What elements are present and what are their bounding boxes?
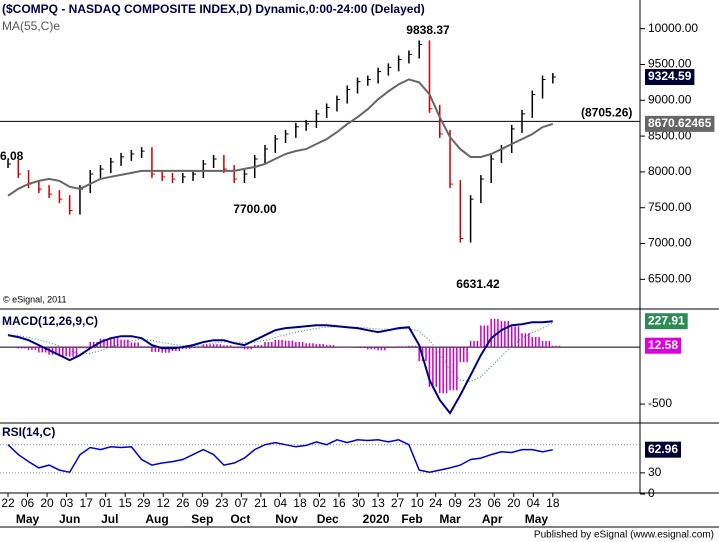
annotation: 6631.42 [456,277,500,291]
month-label: Apr [482,512,503,526]
footer: Published by eSignal (www.esignal.com) [534,530,714,541]
month-label: Oct [230,512,250,526]
value-box-label: 9324.59 [648,69,692,83]
x-tick-label: 02 [313,496,327,510]
x-tick-label: 04 [527,496,541,510]
value-box-label: 227.91 [648,313,685,327]
annotation: 7700.00 [233,202,277,216]
x-tick-label: 20 [40,496,54,510]
value-box [645,441,682,458]
x-tick-label: 17 [79,496,93,510]
x-tick-label: 27 [391,496,405,510]
panel-title: RSI(14,C) [2,425,55,439]
month-label: Nov [275,512,298,526]
credit: © eSignal, 2011 [3,294,67,304]
y-tick-label: 9500.00 [648,57,692,71]
y-tick-label: 8000.00 [648,164,692,178]
x-tick-label: 18 [293,496,307,510]
y-tick-label: 7000.00 [648,236,692,250]
x-tick-label: 10 [410,496,424,510]
x-tick-label: 13 [371,496,385,510]
chart-title: ($COMPQ - NASDAQ COMPOSITE INDEX,D) Dyna… [2,2,425,16]
month-label: Dec [317,512,339,526]
y-tick-label: -500 [648,396,672,410]
value-box [645,337,682,354]
y-tick-label: 0 [648,486,655,500]
month-label: Jul [101,512,118,526]
x-tick-label: 09 [449,496,463,510]
x-tick-label: 26 [176,496,190,510]
value-box [645,69,695,86]
month-label: Jun [59,512,80,526]
value-box [645,313,688,330]
month-label: Aug [145,512,168,526]
x-tick-label: 21 [254,496,268,510]
x-tick-label: 20 [507,496,521,510]
x-tick-label: 23 [468,496,482,510]
macd-line [7,320,553,415]
x-tick-label: 23 [215,496,229,510]
value-box [645,115,715,132]
value-box-label: 8670.62465 [648,116,712,130]
x-tick-label: 24 [429,496,443,510]
x-tick-label: 04 [274,496,288,510]
ma-label: MA(55,C)e [2,19,60,33]
x-tick-label: 12 [157,496,171,510]
y-tick-label: 6500.00 [648,272,692,286]
month-label: May [525,512,549,526]
x-tick-label: 29 [137,496,151,510]
y-tick-label: 7500.00 [648,200,692,214]
month-label: Feb [401,512,422,526]
x-tick-label: 06 [488,496,502,510]
month-label: 2020 [363,512,390,526]
x-tick-label: 03 [60,496,74,510]
x-tick-label: 18 [546,496,560,510]
x-tick-label: 09 [196,496,210,510]
annotation: 9838.37 [406,23,450,37]
x-tick-label: 16 [332,496,346,510]
month-label: Mar [439,512,461,526]
x-tick-label: 07 [235,496,249,510]
x-tick-label: 06 [21,496,35,510]
x-tick-label: 01 [99,496,113,510]
y-tick-label: 10000.00 [648,21,698,35]
moving-average [7,78,554,197]
y-tick-label: 9000.00 [648,92,692,106]
rsi-line [7,439,553,474]
x-tick-label: 15 [119,496,133,510]
x-tick-label: 30 [352,496,366,510]
annotation: 6.08 [0,149,24,163]
value-box-label: 62.96 [648,442,678,456]
x-tick-label: 22 [1,496,15,510]
y-tick-label: 30 [648,465,662,479]
value-box-label: 12.58 [648,338,678,352]
month-label: May [16,512,40,526]
month-label: Sep [191,512,213,526]
panel-title: MACD(12,26,9,C) [2,314,98,328]
level-label: (8705.26) [581,106,632,120]
